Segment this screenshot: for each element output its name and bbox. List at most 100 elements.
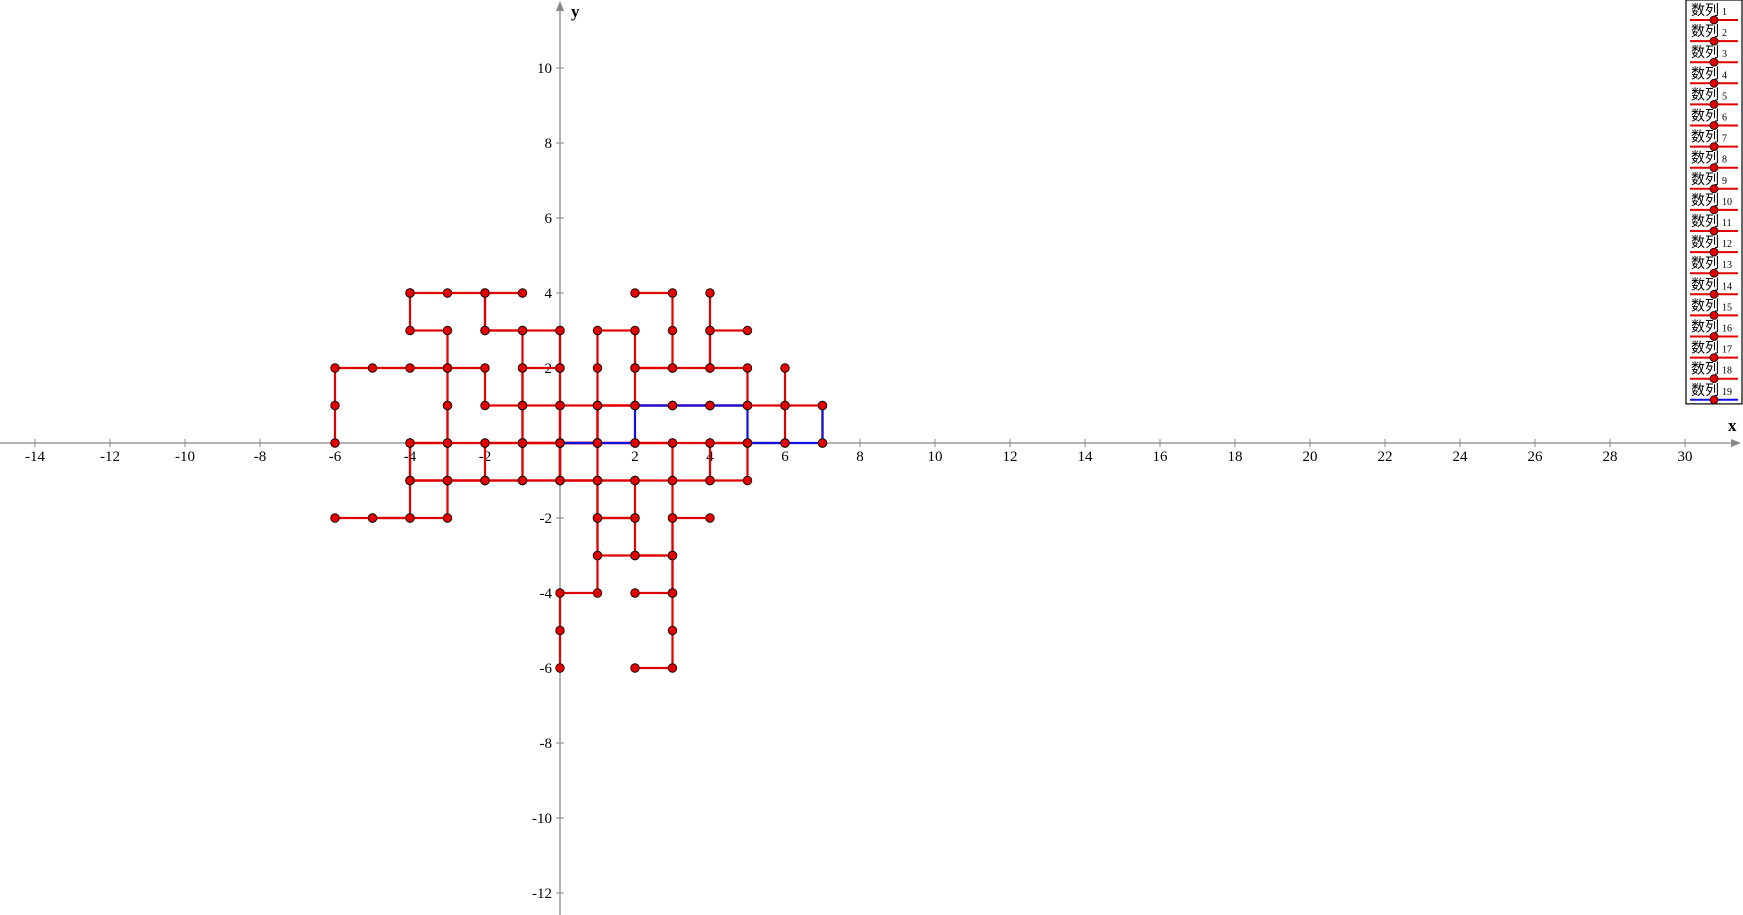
y-tick-label: -6 (540, 661, 553, 677)
data-point-s2 (592, 588, 603, 598)
data-point-s1 (367, 363, 378, 373)
data-point-s19 (592, 438, 603, 448)
data-point-s19 (817, 400, 828, 411)
x-tick-label: -14 (25, 449, 45, 465)
data-point-s19 (630, 400, 640, 411)
data-point-s14 (517, 438, 528, 448)
legend-swatch-marker-1 (1709, 15, 1719, 25)
data-point-s12 (705, 288, 715, 298)
data-point-s19 (555, 438, 565, 448)
data-point-s13 (405, 438, 415, 448)
legend-label-14: 数列 14 (1691, 277, 1732, 293)
y-tick-label: 10 (537, 61, 552, 77)
y-tick-label: 4 (545, 286, 553, 302)
y-tick-label: -12 (532, 886, 552, 902)
x-tick-label: 22 (1378, 449, 1393, 465)
data-point-s2 (555, 625, 565, 636)
data-point-s9 (592, 325, 603, 336)
legend-label-19: 数列 19 (1691, 383, 1732, 399)
data-point-s10 (480, 325, 490, 336)
series-line-19 (560, 404, 824, 445)
data-point-s7 (405, 325, 415, 336)
x-tick-label: -6 (329, 449, 342, 465)
data-point-s10 (517, 325, 528, 336)
x-tick-label: 8 (856, 449, 864, 465)
data-point-s18 (480, 475, 490, 486)
data-point-s19 (705, 400, 715, 411)
data-point-s14 (517, 363, 528, 373)
y-tick-label: -2 (540, 511, 553, 527)
data-point-s3 (630, 288, 640, 298)
data-point-s12 (705, 325, 715, 336)
data-point-s18 (405, 513, 415, 523)
data-point-s4 (442, 513, 453, 523)
data-point-s19 (817, 438, 828, 448)
y-tick-label: 8 (545, 136, 553, 152)
legend-label-6: 数列 6 (1691, 109, 1727, 125)
y-tick-label: -8 (540, 736, 553, 752)
data-point-s15 (667, 475, 678, 486)
legend-label-18: 数列 18 (1691, 362, 1732, 378)
legend-swatch-marker-16 (1709, 332, 1719, 341)
series-line-6 (560, 441, 749, 482)
x-tick-label: 28 (1603, 449, 1618, 465)
x-tick-label: -12 (100, 449, 120, 465)
data-point-s19 (742, 438, 753, 448)
data-point-s16 (592, 475, 603, 486)
legend-label-11: 数列 11 (1691, 214, 1732, 230)
data-point-s1 (330, 400, 340, 411)
data-point-s7 (442, 363, 453, 373)
legend-label-8: 数列 8 (1691, 151, 1727, 167)
legend-swatch-marker-9 (1709, 184, 1719, 194)
data-point-s3 (667, 288, 678, 298)
legend-swatch-marker-2 (1709, 36, 1719, 46)
legend-label-9: 数列 9 (1691, 172, 1727, 188)
data-point-s16 (630, 588, 640, 598)
data-point-s8 (630, 475, 640, 486)
x-tick-label: 2 (631, 449, 639, 465)
data-point-s7 (405, 288, 415, 298)
data-point-s15 (705, 475, 715, 486)
data-point-s11 (705, 513, 715, 523)
data-point-s2 (555, 588, 565, 598)
legend-swatch-marker-8 (1709, 163, 1719, 173)
data-point-s11 (630, 513, 640, 523)
data-point-s4 (330, 513, 340, 523)
data-point-s16 (592, 550, 603, 561)
x-axis-label: x (1728, 416, 1737, 435)
data-point-s14 (517, 400, 528, 411)
series-markers (330, 288, 828, 673)
data-point-s13 (442, 400, 453, 411)
legend-label-15: 数列 15 (1691, 298, 1732, 314)
data-point-s9 (742, 325, 753, 336)
legend-swatch-marker-10 (1709, 205, 1719, 215)
legend-label-4: 数列 4 (1691, 66, 1727, 82)
x-tick-label: -8 (254, 449, 267, 465)
data-point-s9 (630, 363, 640, 373)
data-point-s17 (592, 400, 603, 411)
y-tick-label: 6 (545, 211, 553, 227)
data-point-s1 (480, 363, 490, 373)
legend-label-1: 数列 1 (1691, 3, 1727, 19)
legend-swatch-marker-4 (1709, 78, 1719, 88)
data-point-s15 (667, 438, 678, 448)
data-point-s19 (667, 400, 678, 411)
data-point-s10 (480, 288, 490, 298)
legend-swatch-marker-3 (1709, 57, 1719, 67)
data-point-s1 (330, 438, 340, 448)
y-axis-arrow (556, 1, 564, 11)
x-tick-label: 6 (781, 449, 789, 465)
data-point-s18 (367, 513, 378, 523)
data-point-s9 (630, 325, 640, 336)
data-point-s13 (442, 438, 453, 448)
x-tick-label: 16 (1153, 449, 1169, 465)
data-point-s12 (555, 400, 565, 411)
data-point-s9 (667, 363, 678, 373)
data-point-s11 (667, 513, 678, 523)
x-tick-label: 30 (1678, 449, 1693, 465)
data-point-s8 (667, 625, 678, 636)
x-tick-label: 14 (1078, 449, 1094, 465)
legend-swatch-marker-14 (1709, 289, 1719, 299)
data-point-s19 (630, 438, 640, 448)
